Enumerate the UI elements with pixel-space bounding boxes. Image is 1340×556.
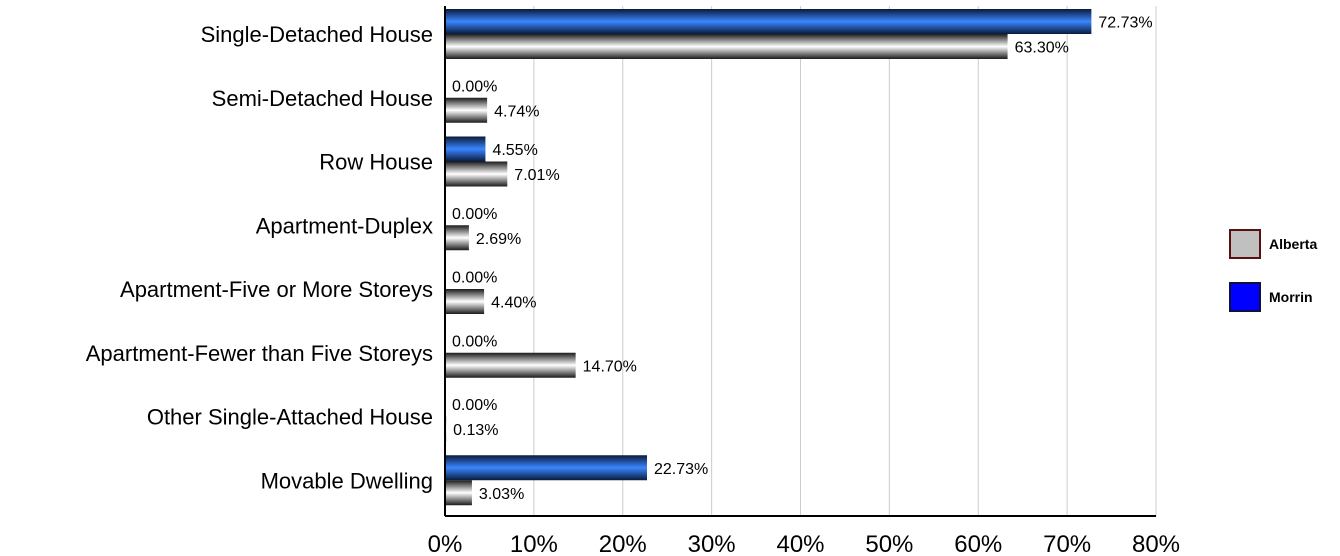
bar-alberta — [445, 225, 469, 251]
data-label-alberta: 4.74% — [494, 103, 539, 120]
data-label-morrin: 0.00% — [452, 270, 497, 287]
data-label-morrin: 0.00% — [452, 206, 497, 223]
x-tick-label: 20% — [599, 531, 647, 556]
data-label-alberta: 0.13% — [453, 422, 498, 439]
category-label: Other Single-Attached House — [147, 405, 433, 430]
category-label: Movable Dwelling — [261, 468, 433, 493]
x-tick-label: 10% — [510, 531, 558, 556]
legend-swatch-morrin — [1229, 282, 1261, 312]
legend-swatch-alberta — [1229, 229, 1261, 259]
bar-alberta — [445, 480, 472, 506]
bar-alberta — [445, 352, 576, 378]
legend: Alberta Morrin — [1229, 229, 1317, 312]
category-label: Apartment-Five or More Storeys — [120, 277, 433, 302]
x-tick-label: 70% — [1043, 531, 1091, 556]
data-label-morrin: 4.55% — [492, 142, 537, 159]
bar-morrin — [445, 9, 1092, 34]
x-tick-label: 40% — [776, 531, 824, 556]
data-label-alberta: 2.69% — [476, 231, 521, 248]
bars-group — [445, 9, 1092, 506]
category-label: Single-Detached House — [201, 22, 433, 47]
category-label: Semi-Detached House — [212, 86, 433, 111]
bar-alberta — [445, 161, 508, 187]
data-label-alberta: 3.03% — [479, 486, 524, 503]
data-label-alberta: 7.01% — [514, 167, 559, 184]
bar-morrin — [445, 455, 648, 481]
category-label: Row House — [319, 150, 433, 175]
legend-label-alberta: Alberta — [1269, 236, 1317, 252]
axes — [444, 6, 1156, 517]
data-labels: 72.73% 63.30% 0.00% 4.74% 4.55% 7.01% 0.00% 2.6… — [452, 15, 1153, 503]
data-label-morrin: 72.73% — [1098, 15, 1152, 32]
bar-alberta — [445, 97, 488, 123]
x-tick-label: 80% — [1132, 531, 1180, 556]
category-labels: Single-Detached House Semi-Detached House… — [86, 22, 433, 493]
gridlines — [533, 6, 1157, 516]
bar-morrin — [445, 136, 486, 162]
x-tick-label: 30% — [688, 531, 736, 556]
x-tick-label: 50% — [865, 531, 913, 556]
data-label-alberta: 63.30% — [1015, 40, 1069, 57]
bar-alberta — [445, 34, 1008, 59]
data-label-morrin: 0.00% — [452, 78, 497, 95]
data-label-alberta: 14.70% — [583, 358, 637, 375]
x-tick-label: 60% — [954, 531, 1002, 556]
data-label-morrin: 22.73% — [654, 461, 708, 478]
data-label-morrin: 0.00% — [452, 397, 497, 414]
category-label: Apartment-Fewer than Five Storeys — [86, 341, 433, 366]
legend-label-morrin: Morrin — [1269, 289, 1313, 305]
x-tick-labels: 0% 10% 20% 30% 40% 50% 60% 70% 80% — [428, 531, 1180, 556]
data-label-morrin: 0.00% — [452, 333, 497, 350]
data-label-alberta: 4.40% — [491, 295, 536, 312]
category-label: Apartment-Duplex — [256, 213, 433, 238]
x-tick-label: 0% — [428, 531, 463, 556]
bar-alberta — [445, 289, 485, 314]
